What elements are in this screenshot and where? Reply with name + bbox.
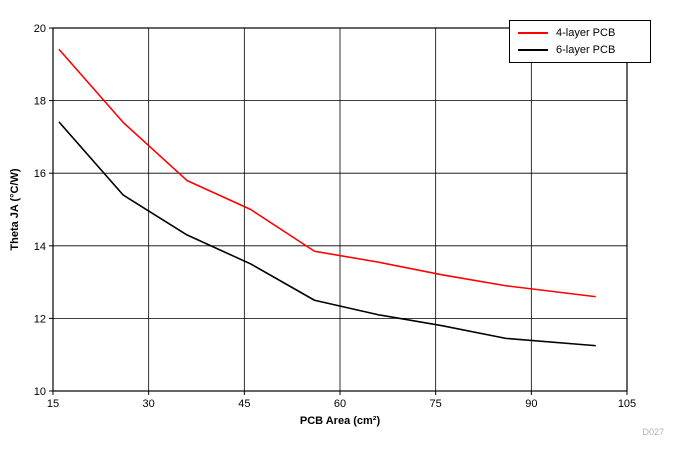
legend-entry-4-layer: 4-layer PCB (510, 24, 650, 41)
series-line-4-layer-pcb (58, 48, 596, 298)
series-line-6-layer-pcb (58, 121, 596, 347)
x-tick-label: 15 (47, 398, 59, 410)
x-tick-label: 105 (618, 398, 636, 410)
y-tick-label: 16 (34, 168, 46, 180)
x-tick-label: 90 (525, 398, 537, 410)
x-tick-label: 60 (334, 398, 346, 410)
legend-line-sample-6-layer (518, 48, 548, 51)
plot-border (52, 27, 628, 392)
y-tick-label: 10 (34, 386, 46, 398)
legend-entry-6-layer: 6-layer PCB (510, 41, 650, 58)
y-tick-label: 18 (34, 96, 46, 108)
legend: 4-layer PCB 6-layer PCB (509, 20, 651, 63)
x-tick-label: 75 (430, 398, 442, 410)
legend-label: 4-layer PCB (556, 26, 616, 39)
legend-label: 6-layer PCB (556, 43, 616, 56)
x-tick-label: 30 (143, 398, 155, 410)
plot-id-watermark: D027 (642, 427, 664, 437)
legend-line-sample-4-layer (518, 31, 548, 34)
x-tick-label: 45 (238, 398, 250, 410)
y-axis-title: Theta JA (°C/W) (9, 168, 21, 251)
x-axis-title: PCB Area (cm²) (299, 415, 381, 427)
y-tick-label: 20 (34, 23, 46, 35)
y-tick-label: 14 (34, 241, 46, 253)
y-tick-label: 12 (34, 313, 46, 325)
